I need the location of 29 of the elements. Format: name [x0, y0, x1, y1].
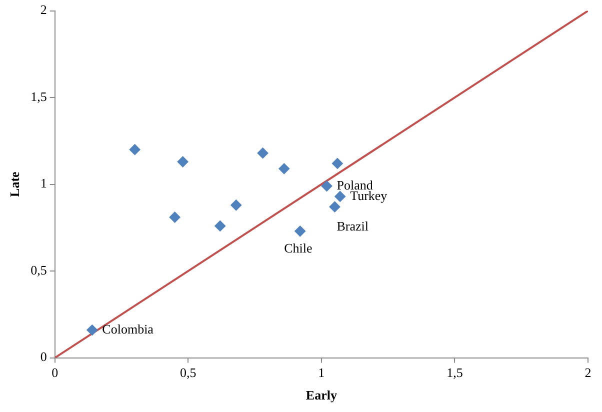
annotation: Colombia — [102, 321, 154, 336]
point — [329, 201, 340, 212]
annotation: Poland — [336, 177, 374, 192]
y-tick-label: 0 — [40, 349, 47, 364]
y-tick-label: 1 — [40, 176, 47, 191]
annotation: Brazil — [336, 218, 369, 234]
point — [177, 156, 188, 168]
x-tick-label: 0,5 — [180, 365, 196, 380]
point — [332, 158, 343, 169]
x-axis-title: Early — [306, 388, 338, 403]
point — [169, 212, 180, 223]
y-tick-label: 2 — [40, 2, 47, 18]
point — [230, 200, 242, 211]
point — [257, 148, 268, 159]
point — [129, 144, 140, 156]
point — [321, 180, 332, 192]
x-tick-label: 1,5 — [446, 365, 463, 380]
x-tick-label: 2 — [584, 365, 592, 380]
x-tick-label: 1 — [318, 365, 325, 380]
point — [278, 163, 290, 174]
point — [86, 324, 98, 336]
point — [334, 190, 346, 202]
point — [214, 220, 226, 232]
x-tick-label: 0 — [52, 365, 58, 380]
y-tick-label: 1,5 — [30, 88, 47, 104]
y-axis-title: Late — [7, 171, 22, 197]
point — [294, 226, 306, 237]
annotation: Chile — [284, 240, 312, 256]
y-tick-label: 0,5 — [30, 262, 47, 278]
